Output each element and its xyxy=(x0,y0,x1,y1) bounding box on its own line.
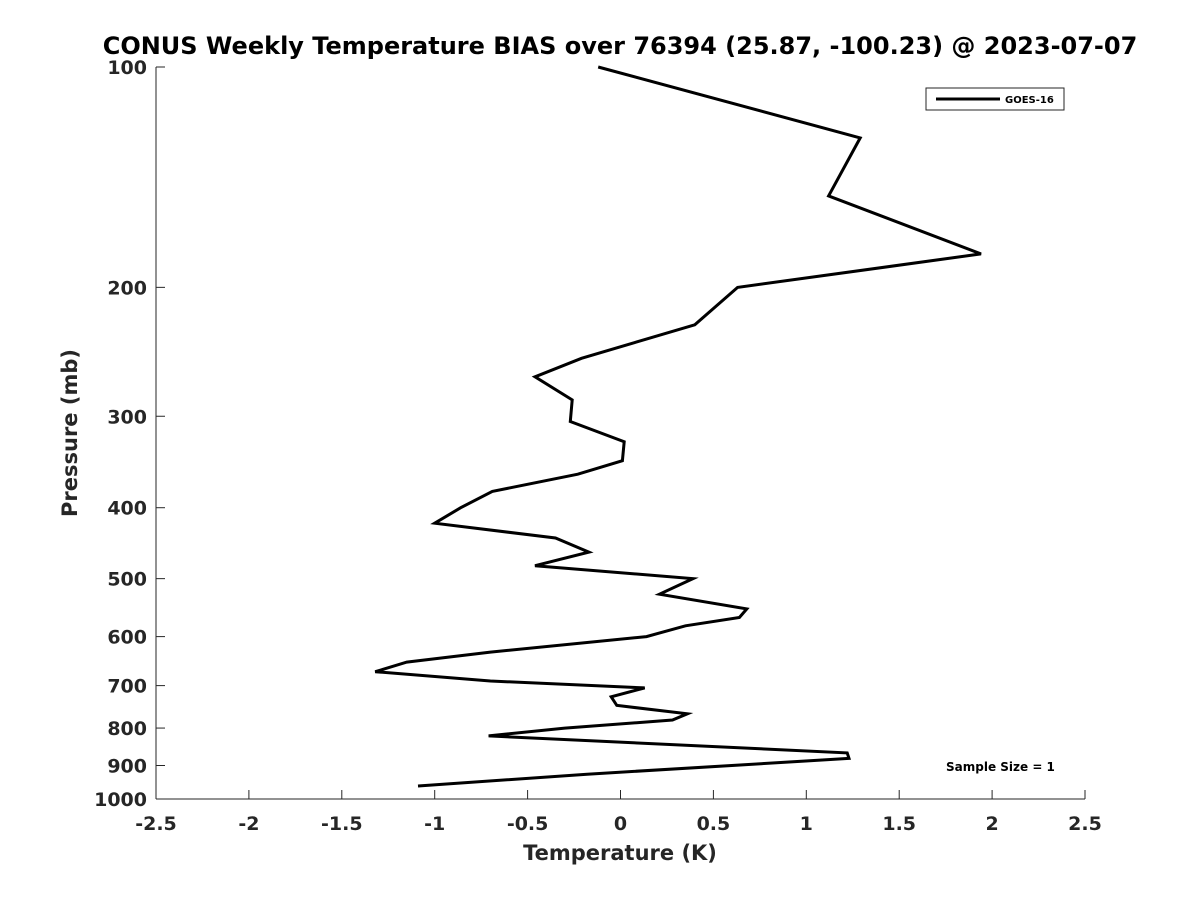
data-point xyxy=(597,66,600,69)
data-point xyxy=(686,712,689,715)
y-tick-label: 800 xyxy=(107,718,147,740)
x-tick-label: -1.5 xyxy=(321,813,363,835)
data-point xyxy=(846,751,849,754)
data-point xyxy=(563,727,566,730)
series-layer xyxy=(374,65,983,788)
data-point xyxy=(534,564,537,567)
legend-label-goes-16: GOES-16 xyxy=(1005,95,1054,106)
x-axis-label: Temperature (K) xyxy=(523,841,717,865)
data-point xyxy=(417,785,420,788)
data-point xyxy=(569,420,572,423)
y-tick-label: 1000 xyxy=(94,789,147,811)
data-point xyxy=(571,398,574,401)
data-point xyxy=(580,357,583,360)
data-point xyxy=(489,651,492,654)
data-point xyxy=(671,719,674,722)
data-point xyxy=(615,704,618,707)
data-point xyxy=(576,473,579,476)
y-tick-label: 500 xyxy=(107,569,147,591)
data-point xyxy=(738,616,741,619)
x-tick-label: 2 xyxy=(985,813,998,835)
x-tick-label: -0.5 xyxy=(507,813,549,835)
data-point xyxy=(459,506,462,509)
data-point xyxy=(736,286,739,289)
chart-title: CONUS Weekly Temperature BIAS over 76394… xyxy=(103,32,1138,60)
data-point xyxy=(643,686,646,689)
y-tick-label: 600 xyxy=(107,627,147,649)
y-tick-label: 700 xyxy=(107,676,147,698)
data-point xyxy=(692,577,695,580)
x-tick-label: 1 xyxy=(800,813,813,835)
data-point xyxy=(827,194,830,197)
data-point xyxy=(374,670,377,673)
sample-size-annotation: Sample Size = 1 xyxy=(946,760,1055,774)
y-tick-label: 100 xyxy=(107,57,147,79)
data-point xyxy=(848,757,851,760)
data-point xyxy=(405,661,408,664)
data-point xyxy=(693,323,696,326)
data-point xyxy=(621,459,624,462)
x-tick-label: 0.5 xyxy=(697,813,731,835)
y-tick-label: 400 xyxy=(107,498,147,520)
data-point xyxy=(745,607,748,610)
data-point xyxy=(586,773,589,776)
x-tick-label: 1.5 xyxy=(882,813,916,835)
data-point xyxy=(491,490,494,493)
y-tick-label: 300 xyxy=(107,406,147,428)
y-tick-label: 900 xyxy=(107,756,147,778)
series-line-goes-16 xyxy=(374,65,982,788)
legend: GOES-16 xyxy=(925,87,1065,111)
x-axis-ticks: -2.5 -2 -1.5 -1 -0.5 0 0.5 1 1.5 2 2.5 xyxy=(135,790,1102,835)
data-point xyxy=(534,375,537,378)
data-point xyxy=(658,593,661,596)
data-point xyxy=(684,624,687,627)
x-tick-label: 2.5 xyxy=(1068,813,1102,835)
x-tick-label: -2.5 xyxy=(135,813,177,835)
y-axis-ticks: 100 200 300 400 500 600 700 800 900 1000 xyxy=(94,57,165,811)
data-point xyxy=(487,734,490,737)
data-point xyxy=(859,136,862,139)
y-axis-label: Pressure (mb) xyxy=(58,349,82,517)
x-tick-label: -1 xyxy=(424,813,445,835)
data-point xyxy=(623,440,626,443)
data-point xyxy=(980,252,983,255)
data-point xyxy=(433,522,436,525)
x-tick-label: 0 xyxy=(614,813,627,835)
y-tick-label: 200 xyxy=(107,277,147,299)
data-point xyxy=(645,635,648,638)
x-tick-label: -2 xyxy=(238,813,259,835)
data-point xyxy=(587,551,590,554)
data-point xyxy=(489,680,492,683)
data-point xyxy=(610,695,613,698)
data-point xyxy=(554,537,557,540)
